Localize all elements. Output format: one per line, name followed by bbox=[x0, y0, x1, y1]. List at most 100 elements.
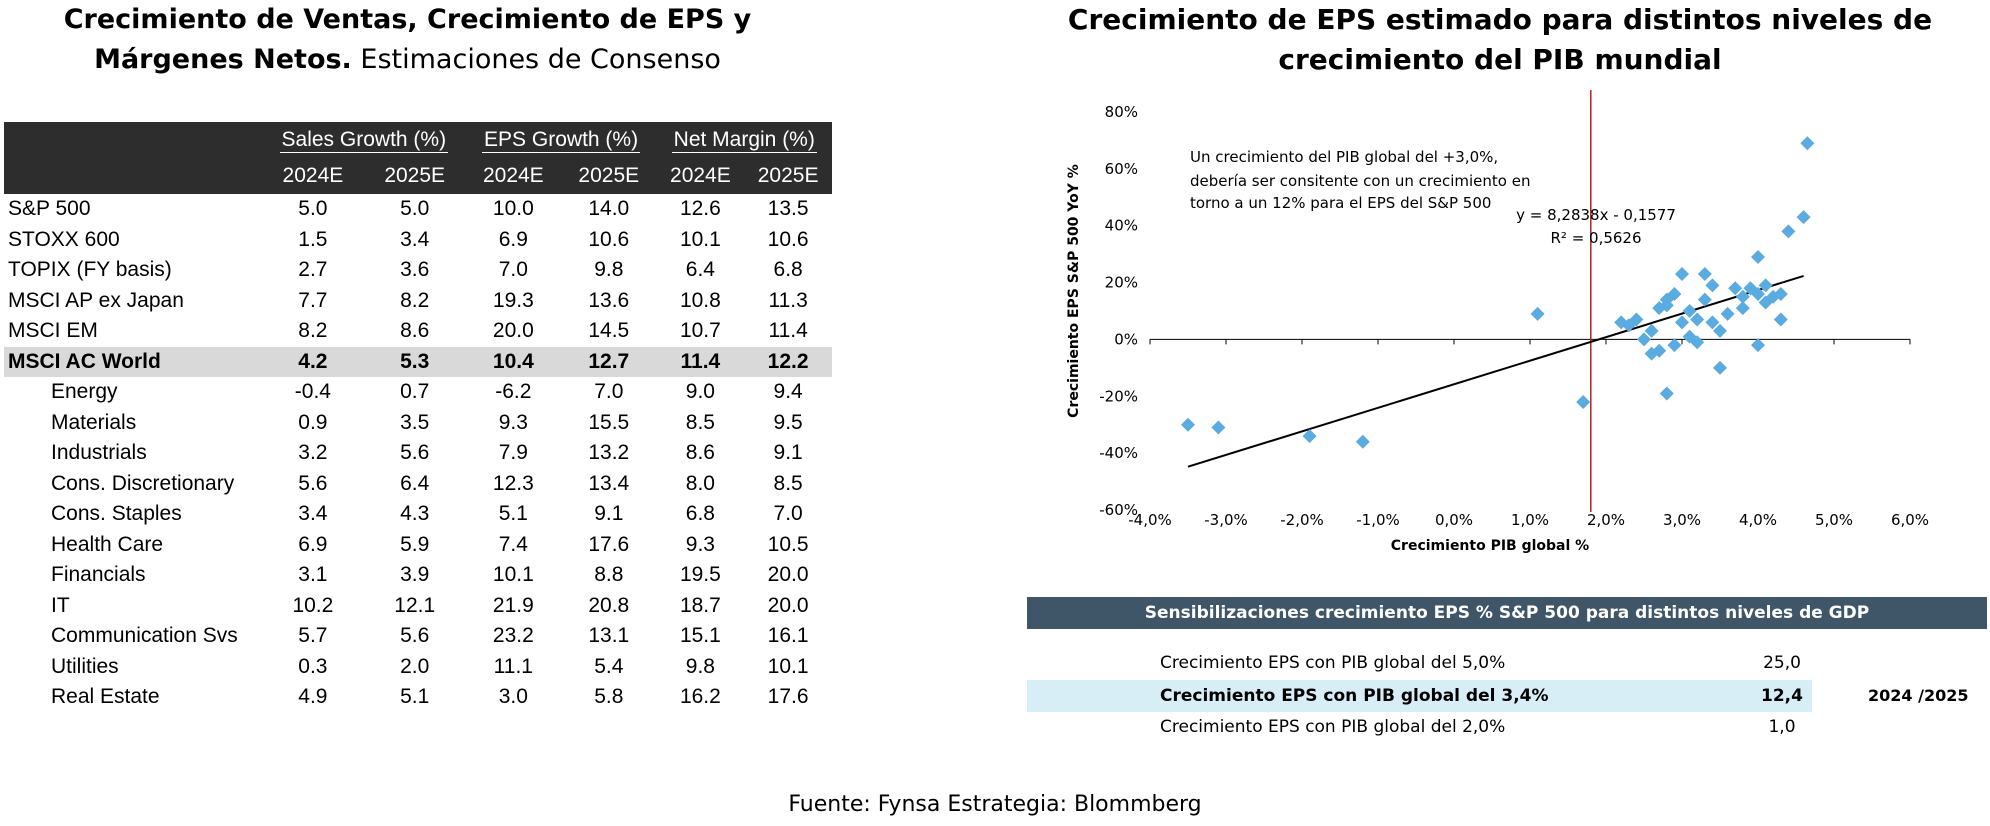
table-cell: 17.6 bbox=[588, 532, 630, 556]
x-tick-label: -3,0% bbox=[1204, 511, 1248, 529]
table-cell: 6.4 bbox=[400, 471, 430, 495]
table-cell: 12.7 bbox=[588, 349, 630, 373]
table-cell: 14.5 bbox=[588, 319, 630, 343]
table-group-header-row: Sales Growth (%) EPS Growth (%) Net Marg… bbox=[4, 122, 832, 158]
sensitivity-header: Sensibilizaciones crecimiento EPS % S&P … bbox=[1027, 597, 1987, 629]
table-cell: 2.0 bbox=[400, 654, 430, 678]
scatter-point bbox=[1682, 304, 1697, 318]
table-row: S&P 500 5.0 5.0 10.0 14.0 12.6 13.5 bbox=[4, 194, 832, 225]
table-corner bbox=[4, 122, 262, 158]
table-cell: 4.3 bbox=[400, 502, 430, 526]
table-cell: 5.4 bbox=[594, 654, 624, 678]
table-cell: 8.6 bbox=[400, 319, 430, 343]
annotation-line-2: debería ser consitente con un crecimient… bbox=[1190, 172, 1530, 190]
table-cell: 3.6 bbox=[400, 258, 430, 282]
table-row: Energy -0.4 0.7 -6.2 7.0 9.0 9.4 bbox=[4, 377, 832, 408]
scatter-point bbox=[1705, 278, 1720, 293]
scatter-point bbox=[1629, 312, 1644, 327]
table-cell: 15.1 bbox=[679, 624, 721, 648]
scatter-point bbox=[1728, 281, 1743, 296]
table-cell: 2.7 bbox=[298, 258, 328, 282]
table-cell: 8.5 bbox=[773, 471, 803, 495]
table-cell: 11.4 bbox=[680, 349, 721, 373]
table-cell: 12.3 bbox=[492, 471, 534, 495]
table-cell: 3.4 bbox=[400, 227, 430, 251]
table-cell: 9.3 bbox=[498, 410, 528, 434]
y-tick-label: 0% bbox=[1114, 330, 1138, 348]
table-cell: 7.0 bbox=[498, 258, 528, 282]
y-tick-label: 60% bbox=[1105, 160, 1138, 178]
table-cell: 20.0 bbox=[767, 563, 809, 587]
table-cell: 10.6 bbox=[588, 227, 630, 251]
table-row: MSCI EM 8.2 8.6 20.0 14.5 10.7 11.4 bbox=[4, 316, 832, 347]
table-cell: 0.9 bbox=[298, 410, 328, 434]
table-row: Utilities 0.3 2.0 11.1 5.4 9.8 10.1 bbox=[4, 652, 832, 683]
sensitivity-row: Crecimiento EPS con PIB global del 5,0% … bbox=[1027, 647, 1812, 679]
table-cell: 8.2 bbox=[400, 288, 430, 312]
table-cell: 6.4 bbox=[685, 258, 715, 282]
r-squared: R² = 0,5626 bbox=[1550, 229, 1641, 247]
table-cell: 19.5 bbox=[679, 563, 721, 587]
period-label: 2024 /2025 bbox=[1868, 686, 1969, 705]
group-header-margin: Net Margin (%) bbox=[671, 127, 817, 153]
table-cell: 5.3 bbox=[400, 349, 430, 373]
scatter-point bbox=[1637, 332, 1651, 347]
scatter-point bbox=[1355, 434, 1370, 449]
table-cell: 5.1 bbox=[400, 685, 430, 709]
table-cell: 7.0 bbox=[594, 380, 624, 404]
x-tick-label: -1,0% bbox=[1356, 511, 1400, 529]
table-cell: 8.5 bbox=[685, 410, 715, 434]
scatter-point bbox=[1530, 306, 1545, 321]
scatter-point bbox=[1697, 267, 1712, 282]
consensus-table: Sales Growth (%) EPS Growth (%) Net Marg… bbox=[4, 122, 832, 713]
table-cell: 13.5 bbox=[767, 197, 809, 221]
group-header-eps: EPS Growth (%) bbox=[482, 127, 641, 153]
scatter-point bbox=[1644, 323, 1659, 338]
table-cell: 3.9 bbox=[400, 563, 430, 587]
row-name: MSCI AP ex Japan bbox=[8, 288, 184, 312]
table-cell: 21.9 bbox=[492, 593, 534, 617]
scatter-point bbox=[1659, 386, 1674, 401]
x-tick-label: 6,0% bbox=[1891, 511, 1929, 529]
table-cell: 3.1 bbox=[298, 563, 328, 587]
row-name: Utilities bbox=[51, 654, 119, 678]
table-cell: 3.0 bbox=[498, 685, 528, 709]
table-cell: 3.5 bbox=[400, 410, 430, 434]
table-cell: 7.4 bbox=[498, 532, 528, 556]
scatter-point bbox=[1751, 249, 1765, 264]
source-footer: Fuente: Fynsa Estrategia: Blommberg bbox=[788, 792, 1202, 817]
table-cell: 10.5 bbox=[767, 532, 809, 556]
row-name: STOXX 600 bbox=[8, 227, 120, 251]
left-title-normal: Estimaciones de Consenso bbox=[351, 44, 721, 75]
scatter-point bbox=[1690, 335, 1705, 350]
table-cell: 23.2 bbox=[492, 624, 534, 648]
table-cell: 6.8 bbox=[685, 502, 715, 526]
x-tick-label: -4,0% bbox=[1128, 511, 1172, 529]
table-cell: 9.5 bbox=[773, 410, 803, 434]
x-tick-label: 5,0% bbox=[1815, 511, 1853, 529]
table-row: Materials 0.9 3.5 9.3 15.5 8.5 9.5 bbox=[4, 408, 832, 439]
table-cell: -0.4 bbox=[294, 380, 331, 404]
sensitivity-label: Crecimiento EPS con PIB global del 5,0% bbox=[1160, 653, 1506, 673]
table-cell: 10.8 bbox=[679, 288, 721, 312]
row-name: Real Estate bbox=[51, 685, 160, 709]
table-row: Communication Svs 5.7 5.6 23.2 13.1 15.1 16.1 bbox=[4, 621, 832, 652]
table-cell: 7.9 bbox=[498, 441, 528, 465]
table-cell: 9.3 bbox=[685, 532, 715, 556]
sub-header: 2024E bbox=[482, 164, 544, 187]
table-cell: 9.4 bbox=[773, 380, 803, 404]
group-header-sales: Sales Growth (%) bbox=[279, 127, 449, 153]
sensitivity-row-highlight: Crecimiento EPS con PIB global del 3,4% … bbox=[1027, 680, 1812, 712]
regression-equation: y = 8,2838x - 0,1577 bbox=[1516, 206, 1676, 224]
table-cell: 8.6 bbox=[685, 441, 715, 465]
table-cell: 5.9 bbox=[400, 532, 430, 556]
table-cell: 17.6 bbox=[767, 685, 809, 709]
y-tick-label: 20% bbox=[1105, 274, 1138, 292]
scatter-point bbox=[1697, 292, 1712, 307]
table-cell: 10.1 bbox=[492, 563, 534, 587]
table-cell: 13.2 bbox=[588, 441, 630, 465]
x-axis-ticks: -4,0% -3,0% -2,0% -1,0% 0,0% 1,0% 2,0% 3,0% 4,0%… bbox=[1128, 339, 1929, 529]
table-cell: 8.8 bbox=[594, 563, 624, 587]
table-row-highlight: MSCI AC World 4.2 5.3 10.4 12.7 11.4 12.2 bbox=[4, 346, 832, 377]
table-row: Real Estate 4.9 5.1 3.0 5.8 16.2 17.6 bbox=[4, 682, 832, 713]
